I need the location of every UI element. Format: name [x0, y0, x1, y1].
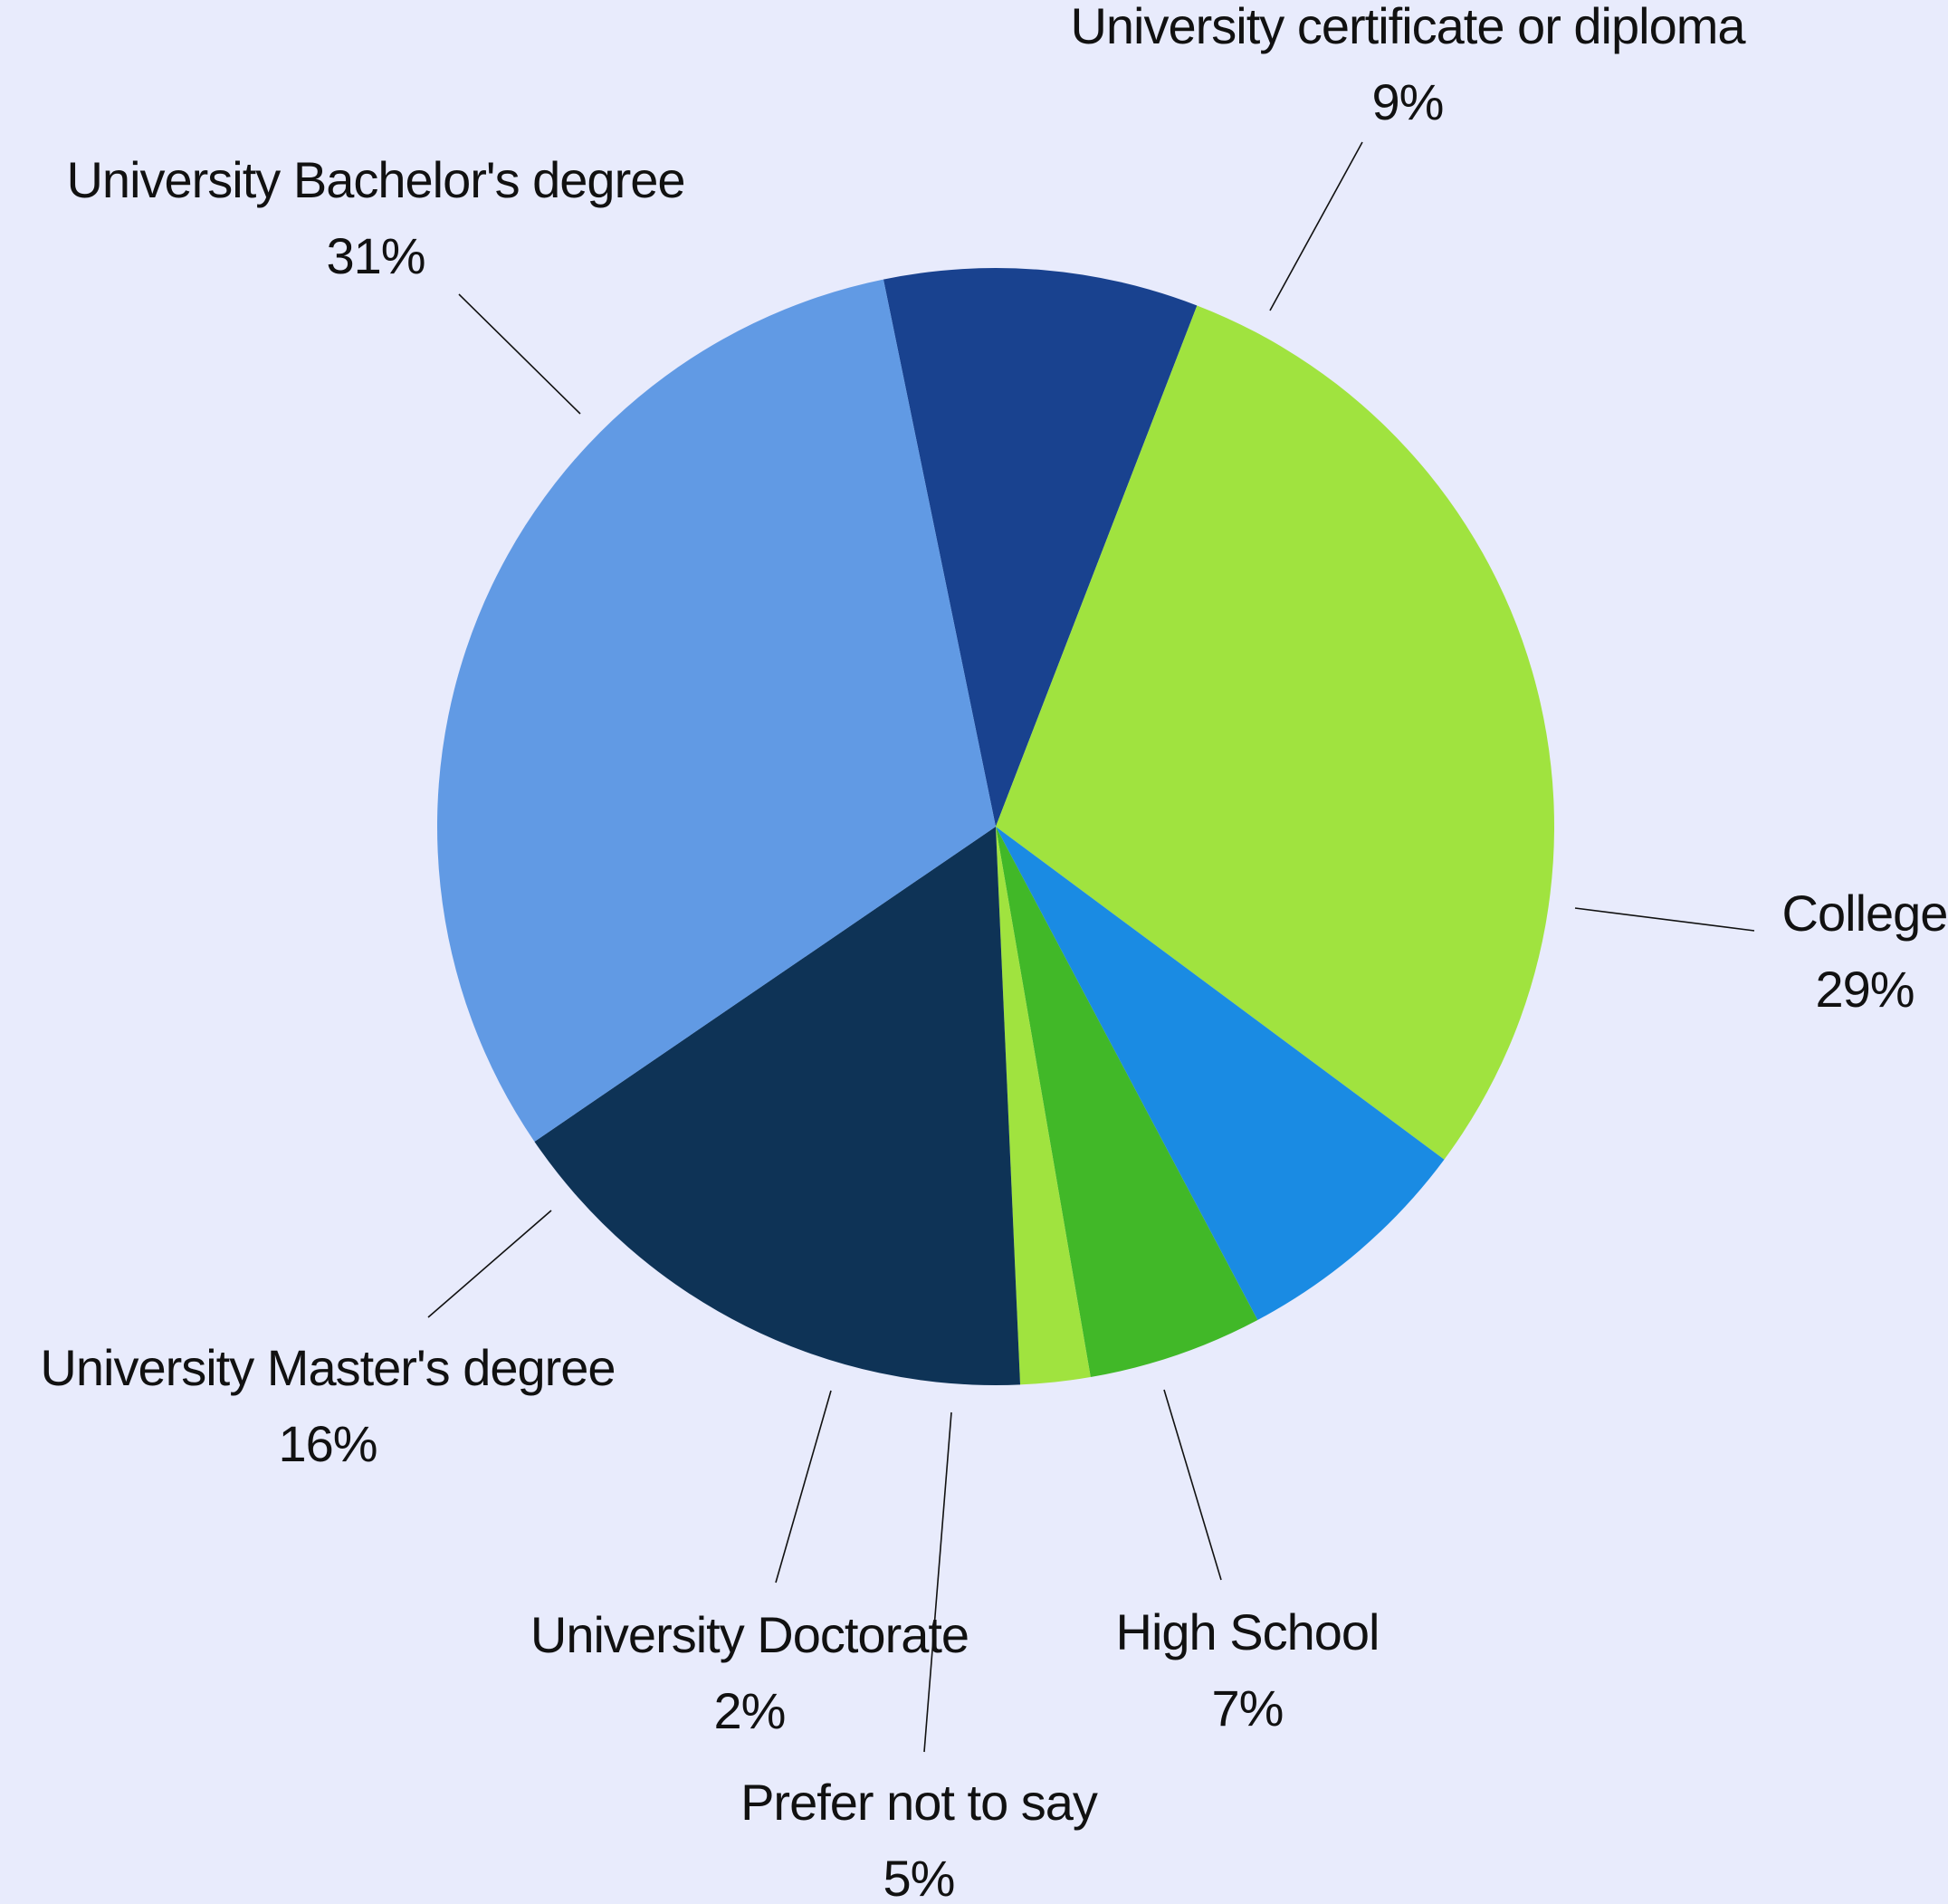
pie-slice-university-masters-degree [534, 827, 1021, 1386]
slice-value-university-bachelors-degree: 31% [326, 227, 425, 284]
leader-lines [427, 141, 1755, 1753]
leader-line-university-bachelors-degree [458, 293, 581, 415]
slice-labels: University certificate or diploma 9% Colle… [40, 0, 1948, 1904]
pie-slice-high-school [996, 827, 1445, 1320]
slice-value-high-school: 7% [1212, 1679, 1284, 1737]
pie-slice-prefer-not-to-say [996, 827, 1258, 1378]
slice-label-college: College [1782, 885, 1948, 942]
leader-line-university-doctorate [775, 1390, 832, 1583]
slice-label-university-masters-degree: University Master's degree [40, 1339, 615, 1396]
slice-value-university-masters-degree: 16% [278, 1415, 377, 1472]
pie-slice-college [996, 305, 1555, 1160]
slice-label-prefer-not-to-say: Prefer not to say [740, 1774, 1098, 1831]
pie-slice-university-bachelors-degree [436, 279, 996, 1142]
pie-slice-university-certificate-or-diploma [883, 267, 1198, 827]
leader-line-prefer-not-to-say [923, 1411, 952, 1753]
slice-value-university-certificate-or-diploma: 9% [1372, 73, 1444, 130]
slice-label-university-doctorate: University Doctorate [530, 1606, 969, 1663]
slice-value-university-doctorate: 2% [714, 1682, 786, 1739]
slice-value-college: 29% [1815, 961, 1914, 1018]
slice-label-high-school: High School [1116, 1603, 1380, 1660]
slice-value-prefer-not-to-say: 5% [883, 1850, 955, 1904]
pie-slice-university-doctorate [996, 827, 1091, 1385]
slice-label-university-bachelors-degree: University Bachelor's degree [66, 151, 684, 208]
leader-line-college [1574, 907, 1755, 932]
leader-line-university-masters-degree [427, 1210, 552, 1318]
leader-line-high-school [1163, 1389, 1222, 1581]
pie-slices [436, 267, 1555, 1386]
slice-label-university-certificate-or-diploma: University certificate or diploma [1070, 0, 1746, 54]
leader-line-university-certificate-or-diploma [1269, 141, 1363, 311]
